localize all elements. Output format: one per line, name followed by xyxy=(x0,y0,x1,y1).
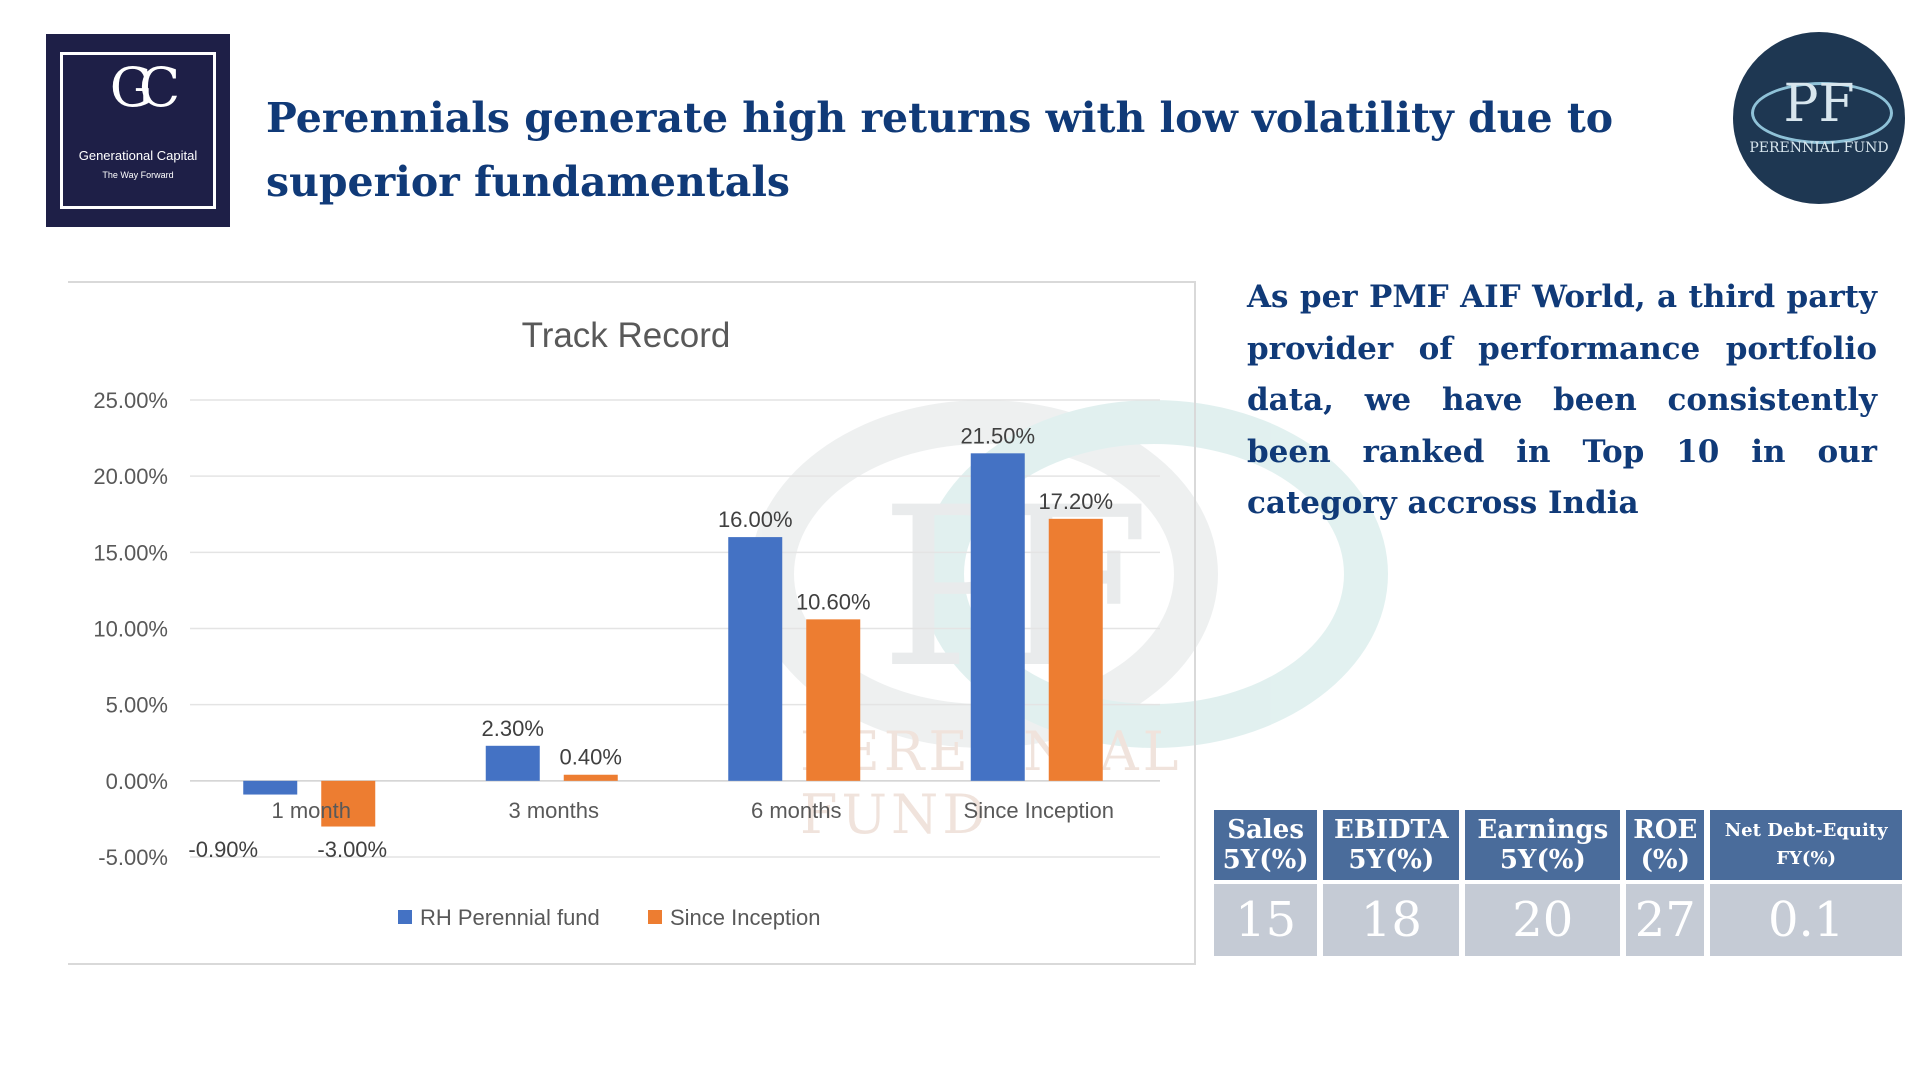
y-tick-label: 5.00% xyxy=(106,693,168,718)
bar-rh-perennial-fund xyxy=(728,537,783,781)
metric-header-unit: 5Y(%) xyxy=(1348,845,1435,875)
metric-header-4: Net Debt-Equity FY(%) xyxy=(1710,810,1902,880)
legend-swatch xyxy=(648,910,662,924)
chart-canvas: Track Record 25.00% 20.00% 15.00% 10.00% 5.0… xyxy=(93,316,1160,930)
y-tick-label: 15.00% xyxy=(93,540,168,565)
metric-value-4: 0.1 xyxy=(1710,884,1902,956)
perennial-fund-logo: PF PERENNIAL FUND xyxy=(1733,32,1905,204)
data-label: -0.90% xyxy=(188,837,258,862)
bar-rh-perennial-fund xyxy=(970,453,1025,781)
data-label: 0.40% xyxy=(560,745,622,770)
y-tick-label: 20.00% xyxy=(93,464,168,489)
metric-value-2: 20 xyxy=(1465,884,1621,956)
data-label: 16.00% xyxy=(718,507,793,532)
generational-capital-logo: GC Generational Capital The Way Forward xyxy=(46,34,230,227)
bar-since-inception xyxy=(321,780,376,827)
bar-rh-perennial-fund xyxy=(485,745,540,781)
legend-label: RH Perennial fund xyxy=(420,905,600,930)
metric-header-label: ROE xyxy=(1633,815,1698,845)
logo-name: PERENNIAL FUND xyxy=(1749,140,1889,156)
bar-rh-perennial-fund xyxy=(243,780,298,795)
metric-value-1: 18 xyxy=(1323,884,1460,956)
metric-header-unit: (%) xyxy=(1640,845,1690,875)
metric-header-unit: FY(%) xyxy=(1776,848,1837,869)
metric-header-1: EBIDTA 5Y(%) xyxy=(1323,810,1460,880)
data-label: 10.60% xyxy=(796,589,871,614)
ranking-statement: As per PMF AIF World, a third party prov… xyxy=(1247,279,1877,521)
data-label: -3.00% xyxy=(317,837,387,862)
metric-header-unit: 5Y(%) xyxy=(1222,845,1309,875)
logo-frame xyxy=(60,52,216,209)
metric-header-3: ROE (%) xyxy=(1626,810,1705,880)
x-tick-label: 6 months xyxy=(751,798,842,823)
metric-header-unit: 5Y(%) xyxy=(1499,845,1586,875)
metric-header-0: Sales 5Y(%) xyxy=(1214,810,1318,880)
metric-value-0: 15 xyxy=(1214,884,1318,956)
legend-label: Since Inception xyxy=(670,905,820,930)
data-label: 21.50% xyxy=(960,423,1035,448)
page-title: Perennials generate high returns with lo… xyxy=(266,94,1614,206)
legend-swatch xyxy=(398,910,412,924)
fundamentals-table: Sales 5Y(%) EBIDTA 5Y(%) Earnings 5Y(%) ROE (%)… xyxy=(1208,806,1908,960)
metric-header-label: Net Debt-Equity xyxy=(1724,820,1888,841)
metrics-header-row: Sales 5Y(%) EBIDTA 5Y(%) Earnings 5Y(%) ROE (%)… xyxy=(1214,810,1902,880)
metric-header-label: Earnings xyxy=(1477,815,1609,845)
chart-title: Track Record xyxy=(522,316,731,355)
logo-ring xyxy=(1751,82,1893,144)
metric-header-label: Sales xyxy=(1227,815,1304,845)
y-tick-label: 25.00% xyxy=(93,388,168,413)
metrics-value-row: 15 18 20 27 0.1 xyxy=(1214,884,1902,956)
logo-mark: PF xyxy=(1783,74,1855,134)
data-label: 17.20% xyxy=(1038,489,1113,514)
y-tick-label: 10.00% xyxy=(93,617,168,642)
track-record-chart: Track Record 25.00% 20.00% 15.00% 10.00% 5.0… xyxy=(68,281,1196,965)
x-tick-label: 1 month xyxy=(272,798,352,823)
y-tick-label: 0.00% xyxy=(106,769,168,794)
logo-tagline: The Way Forward xyxy=(102,170,174,180)
x-tick-label: Since Inception xyxy=(964,798,1114,823)
x-tick-label: 3 months xyxy=(509,798,600,823)
metric-header-label: EBIDTA xyxy=(1334,815,1449,845)
bar-since-inception xyxy=(1048,518,1103,781)
metric-header-2: Earnings 5Y(%) xyxy=(1465,810,1621,880)
logo-mark: GC xyxy=(109,56,180,119)
metric-value-3: 27 xyxy=(1626,884,1705,956)
y-tick-label: -5.00% xyxy=(98,845,168,870)
data-label: 2.30% xyxy=(482,716,544,741)
bar-since-inception xyxy=(806,619,861,781)
logo-name: Generational Capital xyxy=(78,148,198,163)
bar-since-inception xyxy=(563,774,618,781)
